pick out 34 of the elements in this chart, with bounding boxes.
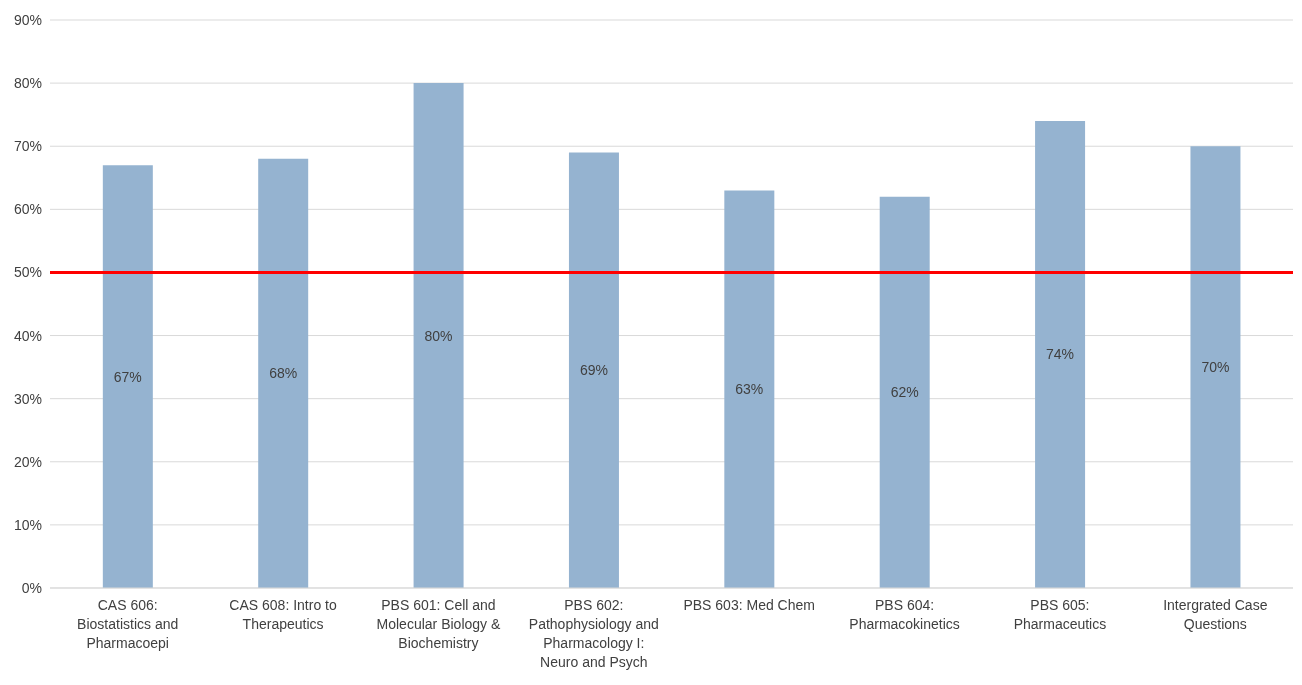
data-label: 68% [269,365,298,382]
bar [102,165,153,588]
x-tick-label: PBS 605: Pharmaceutics [1013,597,1107,632]
y-tick-label: 30% [13,390,42,407]
data-label: 63% [735,381,764,398]
data-label: 74% [1046,346,1075,363]
data-label: 70% [1201,359,1230,376]
y-tick-label: 90% [13,11,42,28]
data-label: 80% [424,327,453,344]
data-label: 69% [579,362,608,379]
y-tick-label: 20% [13,453,42,470]
y-tick-label: 10% [13,516,42,533]
data-label: 67% [113,368,142,385]
y-tick-label: 60% [13,201,42,218]
y-tick-label: 0% [21,579,42,596]
x-tick-label: PBS 602: Pathophysiology and Pharmacology I: Neuro and Psych [528,597,659,670]
x-tick-label: PBS 601: Cell and Molecular Biology & Biochemistry [376,597,501,651]
x-tick-label: CAS 606: Biostatistics and Pharmacoepi [77,597,179,651]
y-tick-label: 50% [13,264,42,281]
x-tick-label: PBS 604: Pharmacokinetics [849,597,960,632]
bar [1190,146,1241,588]
y-tick-label: 40% [13,327,42,344]
bar [568,152,619,588]
data-label: 62% [890,384,919,401]
bar [413,83,464,588]
y-tick-label: 70% [13,138,42,155]
bar [879,196,930,588]
bar [724,190,775,588]
x-tick-label: PBS 603: Med Chem [683,597,815,613]
x-tick-label: CAS 608: Intro to Therapeutics [229,597,337,632]
bar [1035,120,1086,588]
y-tick-label: 80% [13,75,42,92]
bar [258,158,309,588]
x-tick-label: Intergrated Case Questions [1163,597,1268,632]
